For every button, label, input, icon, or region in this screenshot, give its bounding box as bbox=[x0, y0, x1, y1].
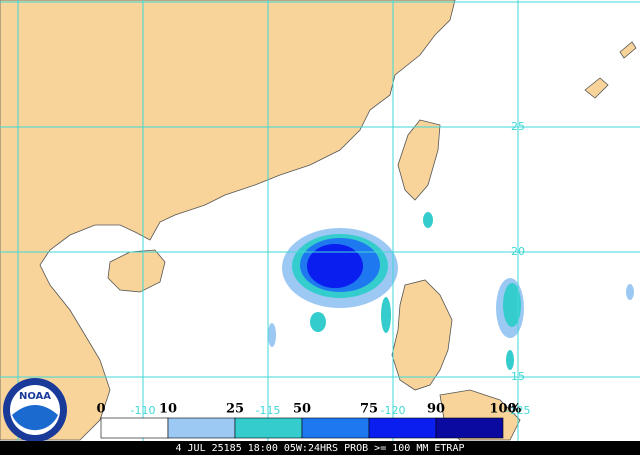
islet bbox=[619, 41, 637, 59]
legend-swatch bbox=[435, 417, 504, 439]
rain-area bbox=[268, 323, 276, 347]
rain-area bbox=[626, 284, 634, 300]
rain-area bbox=[307, 244, 363, 288]
lon-label: -120 bbox=[381, 404, 406, 417]
legend-swatch bbox=[368, 417, 437, 439]
luzon bbox=[391, 279, 453, 391]
legend: 0 10 25 50 75 90 100% bbox=[96, 402, 522, 439]
hainan bbox=[107, 249, 166, 293]
lon-label: -125 bbox=[506, 404, 531, 417]
islet bbox=[584, 77, 609, 99]
caption-bar bbox=[0, 441, 640, 455]
legend-swatch bbox=[167, 417, 236, 439]
rain-area bbox=[503, 283, 521, 327]
legend-label: 25 bbox=[226, 402, 244, 417]
legend-label: 10 bbox=[159, 402, 177, 417]
rain-area bbox=[423, 212, 433, 228]
legend-label: 50 bbox=[293, 402, 311, 417]
logo-wave bbox=[12, 405, 58, 431]
legend-swatch bbox=[301, 417, 370, 439]
rain-area bbox=[506, 350, 514, 370]
legend-swatch bbox=[234, 417, 303, 439]
legend-label: 100 bbox=[489, 402, 516, 417]
rain-area bbox=[310, 312, 326, 332]
legend-unit: % bbox=[509, 402, 522, 417]
logo: NOAA bbox=[3, 378, 67, 442]
legend-label: 0 bbox=[96, 402, 105, 417]
logo-text: NOAA bbox=[19, 391, 51, 402]
rain-area bbox=[381, 297, 391, 333]
legend-label: 75 bbox=[360, 402, 378, 417]
legend-swatch bbox=[100, 417, 169, 439]
taiwan bbox=[397, 119, 441, 201]
lon-label: -115 bbox=[256, 404, 281, 417]
legend-label: 90 bbox=[427, 402, 445, 417]
caption: 4 JUL 25185 18:00 05W:24HRS PROB >= 100 … bbox=[176, 443, 465, 454]
lon-label: -110 bbox=[131, 404, 156, 417]
